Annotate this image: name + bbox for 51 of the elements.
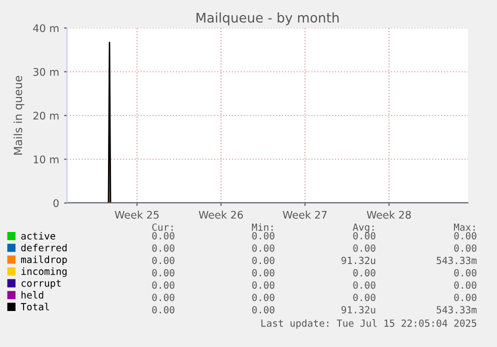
text: 0.00 bbox=[152, 244, 174, 252]
text: 0.00 bbox=[152, 306, 174, 314]
text: Avg: bbox=[352, 224, 374, 233]
legend-label: deferred bbox=[21, 244, 67, 252]
text: 0.00 bbox=[252, 232, 274, 240]
legend-label: Total bbox=[20, 302, 49, 310]
text: 0.00 bbox=[252, 306, 274, 314]
text: Min: bbox=[252, 223, 273, 231]
text: 0.00 bbox=[454, 294, 476, 302]
text: 0.00 bbox=[353, 294, 376, 302]
text: Cur: bbox=[152, 223, 173, 231]
text: 0.00 bbox=[353, 232, 376, 240]
text: 0.00 bbox=[454, 244, 476, 252]
chart-title: Mailqueue - by month bbox=[196, 12, 339, 26]
text: 0.00 bbox=[353, 281, 376, 289]
text: 0.00 bbox=[252, 256, 274, 264]
y-tick-label: 0 bbox=[53, 199, 59, 208]
text: 0.00 bbox=[252, 269, 274, 276]
text: 0.00 bbox=[152, 232, 174, 240]
text: Last update: Tue Jul 15 22:05:04 2025 bbox=[261, 319, 476, 329]
text: 0.00 bbox=[454, 281, 476, 289]
legend-label: incoming bbox=[21, 267, 67, 277]
x-tick-label: Week 26 bbox=[198, 210, 243, 219]
text: 0.00 bbox=[252, 244, 274, 252]
legend-label: maildrop bbox=[21, 256, 67, 266]
text: 0.00 bbox=[152, 256, 174, 264]
text: 91.32u bbox=[341, 306, 376, 314]
text: 91.32u bbox=[341, 256, 376, 264]
text: 0.00 bbox=[252, 294, 274, 302]
x-tick-label: Week 25 bbox=[114, 210, 159, 219]
y-tick-label: 40 m bbox=[33, 24, 58, 32]
legend-label: active bbox=[21, 232, 56, 240]
text: 0.00 bbox=[152, 281, 174, 289]
text: 0.00 bbox=[152, 269, 174, 276]
text: Max: bbox=[454, 224, 475, 231]
y-tick-label: 10 m bbox=[34, 155, 58, 164]
text: 0.00 bbox=[454, 269, 476, 276]
text: 0.00 bbox=[454, 232, 476, 240]
text: 0.00 bbox=[152, 294, 174, 302]
y-tick-label: 30 m bbox=[33, 68, 58, 76]
text: 0.00 bbox=[353, 269, 376, 276]
legend-label: corrupt bbox=[22, 280, 61, 289]
text: 543.33m bbox=[436, 256, 477, 264]
y-axis-title: Mails in queue bbox=[14, 76, 24, 155]
legend-label: held bbox=[22, 291, 44, 299]
x-tick-label: Week 27 bbox=[282, 210, 327, 219]
x-tick-label: Week 28 bbox=[366, 210, 411, 219]
y-tick-label: 20 m bbox=[33, 112, 58, 120]
text: 0.00 bbox=[353, 244, 376, 252]
text: 0.00 bbox=[252, 281, 274, 289]
text: 543.33m bbox=[436, 306, 477, 314]
